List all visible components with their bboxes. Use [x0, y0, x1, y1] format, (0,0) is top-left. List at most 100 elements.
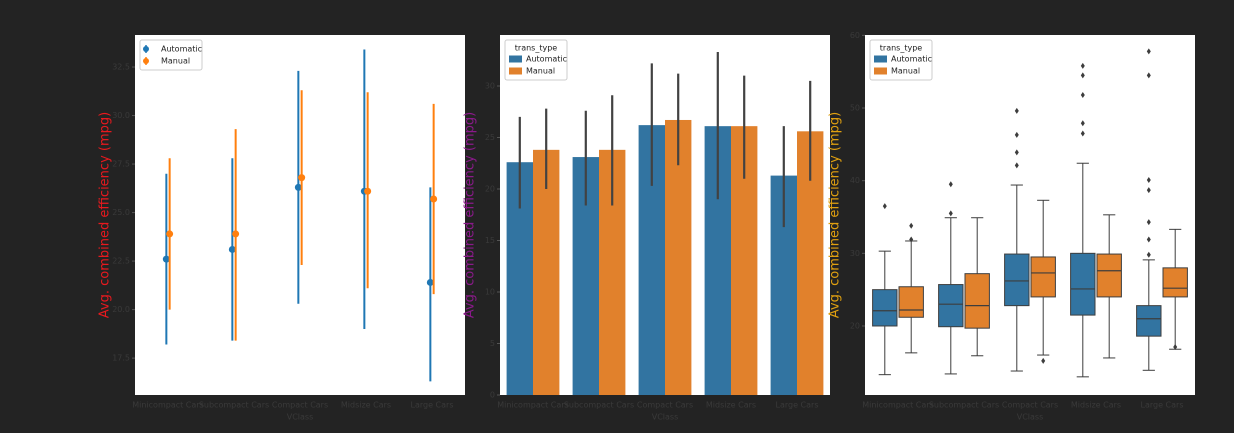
y-tick-label: 30 — [485, 81, 495, 90]
point — [426, 278, 434, 286]
x-tick-label: Large Cars — [776, 401, 819, 410]
legend-label: Manual — [161, 57, 190, 66]
x-axis-label: VClass — [652, 413, 679, 422]
outlier — [948, 210, 953, 217]
point — [430, 195, 438, 203]
x-axis-label: VClass — [287, 413, 314, 422]
legend-marker — [143, 46, 149, 52]
y-tick-label: 40 — [850, 176, 860, 185]
y-tick-label: 30 — [850, 249, 860, 258]
box — [1096, 253, 1122, 298]
x-tick-label: Compact Cars — [272, 401, 328, 410]
outlier — [1041, 357, 1046, 364]
box — [1004, 253, 1030, 307]
box — [1070, 252, 1096, 316]
bar — [665, 119, 692, 395]
y-tick-label: 15 — [485, 236, 495, 245]
y-tick-label: 20.0 — [112, 305, 130, 314]
point — [166, 230, 174, 238]
outlier — [1080, 62, 1085, 69]
outlier — [1014, 131, 1019, 138]
outlier — [1146, 176, 1151, 183]
x-tick-label: Subcompact Cars — [564, 401, 634, 410]
y-tick-label: 10 — [485, 287, 495, 296]
outlier — [948, 181, 953, 188]
legend-label: Manual — [526, 67, 555, 76]
legend: Automatic Manual — [139, 39, 203, 71]
subplot: 17.5 20.0 22.5 25.0 27.5 30.0 32.5 Minicompact … — [98, 35, 465, 422]
point — [294, 183, 302, 191]
outlier — [1080, 72, 1085, 79]
x-tick-label: Midsize Cars — [341, 401, 391, 410]
plot-area — [865, 35, 1195, 395]
outlier — [1146, 48, 1151, 55]
outlier — [1080, 91, 1085, 98]
outlier — [1080, 120, 1085, 127]
y-tick-label: 32.5 — [112, 63, 130, 72]
y-axis-label: Avg. combined efficiency (mpg) — [98, 112, 113, 318]
y-axis-label: Avg. combined efficiency (mpg) — [463, 112, 478, 318]
plot-area — [135, 35, 465, 395]
x-tick-label: Minicompact Cars — [132, 401, 204, 410]
outlier — [909, 222, 914, 229]
y-tick-label: 20 — [850, 321, 860, 330]
outlier — [1146, 187, 1151, 194]
x-tick-label: Large Cars — [1141, 401, 1184, 410]
y-tick-label: 30.0 — [112, 111, 130, 120]
box — [1162, 267, 1188, 298]
legend-swatch — [874, 55, 887, 63]
outlier — [1014, 107, 1019, 114]
box — [938, 284, 964, 328]
point — [162, 255, 170, 263]
point — [298, 174, 306, 182]
x-tick-label: Midsize Cars — [706, 401, 756, 410]
outlier — [909, 236, 914, 243]
legend-label: Automatic — [526, 55, 567, 64]
legend-title: trans_type — [880, 44, 923, 53]
legend-swatch — [509, 55, 522, 63]
bar — [533, 149, 560, 395]
legend-marker — [143, 58, 149, 64]
x-axis-label: VClass — [1017, 413, 1044, 422]
x-tick-label: Subcompact Cars — [929, 401, 999, 410]
y-tick-label: 25.0 — [112, 208, 130, 217]
y-tick-label: 25 — [485, 133, 495, 142]
y-axis-label: Avg. combined efficiency (mpg) — [828, 112, 843, 318]
x-tick-label: Midsize Cars — [1071, 401, 1121, 410]
y-tick-label: 27.5 — [112, 160, 130, 169]
x-tick-label: Large Cars — [411, 401, 454, 410]
outlier — [1146, 236, 1151, 243]
y-tick-label: 5 — [490, 339, 495, 348]
legend: trans_type Automatic Manual — [869, 39, 933, 81]
outlier — [1173, 344, 1178, 351]
outlier — [1146, 219, 1151, 226]
outlier — [1146, 72, 1151, 79]
box — [1136, 305, 1162, 337]
box — [1030, 256, 1056, 298]
x-tick-label: Minicompact Cars — [862, 401, 934, 410]
legend-swatch — [509, 67, 522, 75]
outlier — [1080, 130, 1085, 137]
outlier — [1014, 162, 1019, 169]
x-tick-label: Subcompact Cars — [199, 401, 269, 410]
y-tick-label: 50 — [850, 104, 860, 113]
legend-title: trans_type — [515, 44, 558, 53]
x-tick-label: Compact Cars — [637, 401, 693, 410]
y-tick-label: 17.5 — [112, 354, 130, 363]
legend-label: Automatic — [161, 45, 202, 54]
outlier — [882, 203, 887, 210]
box — [964, 273, 990, 329]
y-tick-label: 22.5 — [112, 257, 130, 266]
point — [228, 245, 236, 253]
y-tick-label: 20 — [485, 184, 495, 193]
x-tick-label: Minicompact Cars — [497, 401, 569, 410]
box — [872, 289, 898, 327]
outlier — [1146, 251, 1151, 258]
point — [232, 230, 240, 238]
legend-label: Automatic — [891, 55, 932, 64]
outlier — [1014, 149, 1019, 156]
y-tick-label: 60 — [850, 31, 860, 40]
